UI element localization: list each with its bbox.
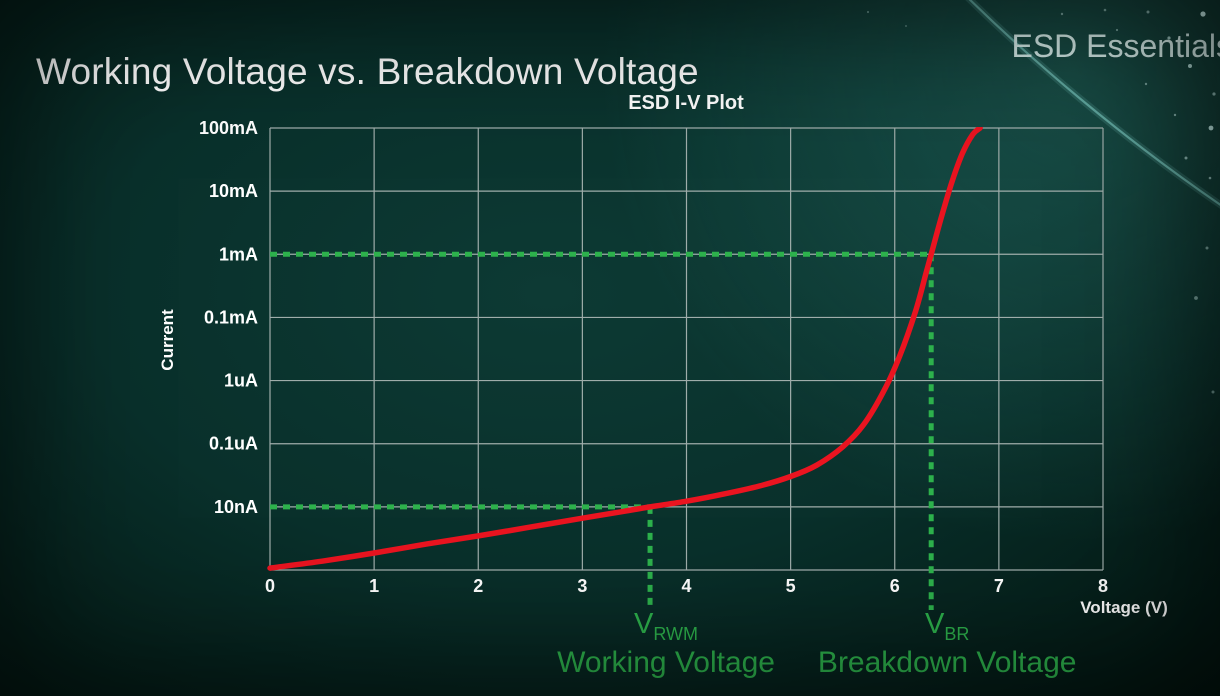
x-tick-label: 1 bbox=[369, 576, 379, 596]
y-tick-label: 0.1mA bbox=[204, 307, 258, 327]
decorative-star-dots bbox=[866, 8, 1216, 394]
chart-title: ESD I-V Plot bbox=[628, 92, 744, 114]
grid bbox=[269, 127, 1104, 571]
y-tick-label: 10nA bbox=[214, 497, 258, 517]
y-tick-label: 10mA bbox=[209, 181, 258, 201]
iv-curve bbox=[267, 127, 983, 571]
page-title: Working Voltage vs. Breakdown Voltage bbox=[36, 50, 699, 92]
x-tick-label: 2 bbox=[473, 576, 483, 596]
x-axis-label: Voltage (V) bbox=[1080, 598, 1168, 617]
x-tick-label: 7 bbox=[994, 576, 1004, 596]
y-tick-label: 1mA bbox=[219, 244, 258, 264]
y-tick-label: 1uA bbox=[224, 371, 258, 391]
x-tick-label: 4 bbox=[681, 576, 691, 596]
y-axis-label: Current bbox=[158, 309, 177, 371]
x-tick-label: 6 bbox=[890, 576, 900, 596]
x-tick-label: 5 bbox=[786, 576, 796, 596]
brand-esd-essentials: ESD Essentials bbox=[1011, 28, 1220, 64]
y-tick-label: 0.1uA bbox=[209, 434, 258, 454]
x-tick-label: 0 bbox=[265, 576, 275, 596]
y-tick-label: 100mA bbox=[199, 118, 258, 138]
x-tick-label: 3 bbox=[577, 576, 587, 596]
x-tick-label: 8 bbox=[1098, 576, 1108, 596]
decorative-arc bbox=[968, 0, 1220, 206]
